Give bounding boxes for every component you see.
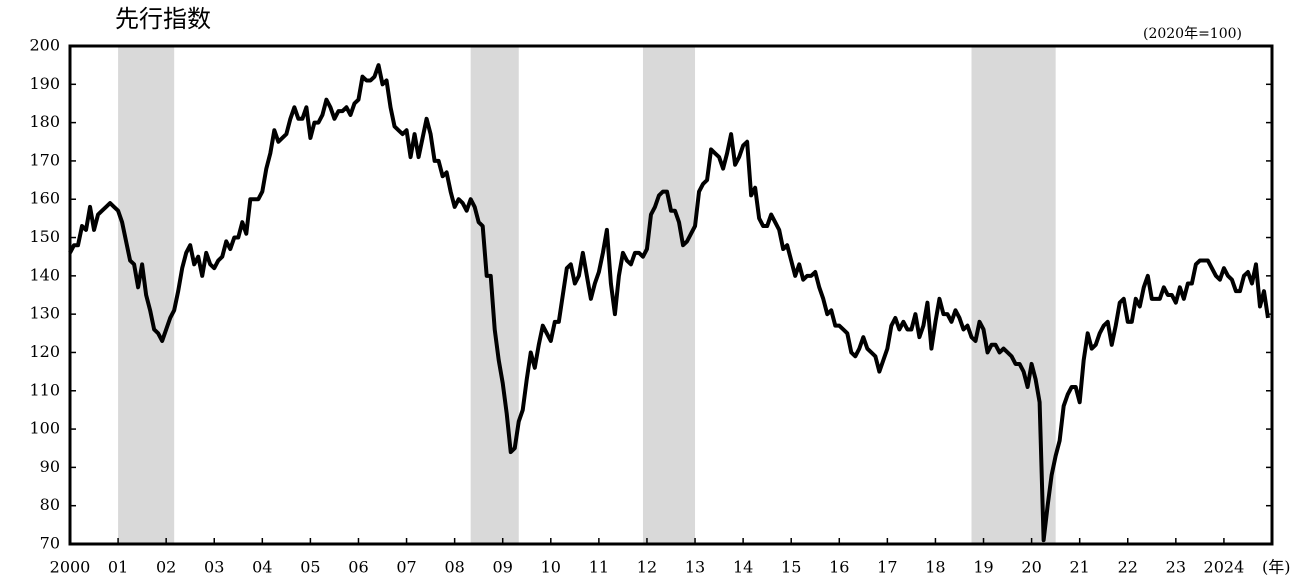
x-tick-label: 08: [444, 558, 464, 577]
x-tick-label: 06: [348, 558, 368, 577]
y-tick-label: 70: [40, 534, 60, 553]
x-tick-label: 19: [973, 558, 993, 577]
x-tick-label: 05: [300, 558, 320, 577]
y-tick-label: 160: [29, 189, 60, 208]
base-note: (2020年=100): [1143, 26, 1242, 42]
y-tick-label: 90: [40, 457, 60, 476]
y-tick-label: 190: [29, 74, 60, 93]
x-tick-label: 02: [156, 558, 176, 577]
x-tick-label: 03: [204, 558, 224, 577]
x-tick-label: 04: [252, 558, 272, 577]
y-tick-label: 80: [40, 495, 60, 514]
x-tick-label: 12: [637, 558, 657, 577]
y-tick-label: 120: [29, 342, 60, 361]
x-tick-label: 01: [108, 558, 128, 577]
y-tick-label: 170: [29, 150, 60, 169]
x-tick-label: 14: [733, 558, 753, 577]
x-unit: (年): [1262, 558, 1291, 577]
x-tick-label: 20: [1021, 558, 1041, 577]
y-tick-label: 140: [29, 265, 60, 284]
x-tick-label: 07: [396, 558, 416, 577]
chart-title: 先行指数: [115, 5, 211, 33]
index-line: [68, 63, 1270, 543]
x-tick-label: 18: [925, 558, 945, 577]
x-tick-label: 17: [877, 558, 897, 577]
x-tick-label: 23: [1166, 558, 1186, 577]
y-tick-label: 110: [29, 380, 60, 399]
x-tick-label: 11: [589, 558, 609, 577]
y-tick-label: 200: [29, 36, 60, 55]
x-tick-label: 2024: [1204, 558, 1245, 577]
y-tick-label: 150: [29, 227, 60, 246]
x-tick-label: 13: [685, 558, 705, 577]
y-tick-label: 180: [29, 112, 60, 131]
x-tick-label: 09: [493, 558, 513, 577]
y-tick-label: 100: [29, 419, 60, 438]
x-tick-label: 22: [1118, 558, 1138, 577]
plot-frame: [68, 44, 1274, 546]
x-tick-label: 21: [1070, 558, 1090, 577]
recession-band: [642, 46, 696, 544]
y-tick-label: 130: [29, 304, 60, 323]
x-tick-label: 15: [781, 558, 801, 577]
x-tick-label: 10: [541, 558, 561, 577]
x-tick-label: 2000: [50, 558, 91, 577]
x-tick-label: 16: [829, 558, 849, 577]
recession-band: [470, 46, 519, 544]
